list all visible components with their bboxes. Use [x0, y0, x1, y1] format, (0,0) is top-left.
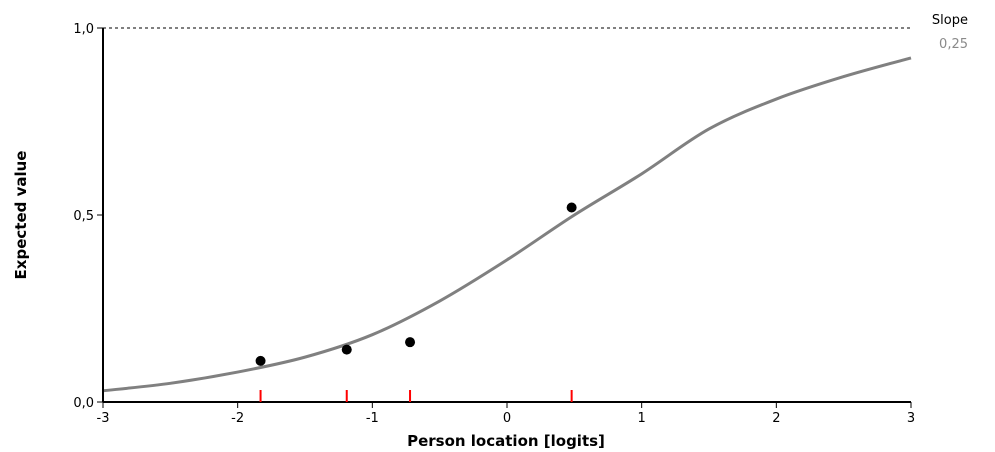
x-tick-label: 1 — [638, 411, 646, 426]
legend-value: 0,25 — [939, 37, 968, 52]
x-tick-label: 3 — [907, 411, 915, 426]
x-tick-label: 0 — [503, 411, 511, 426]
observed-points — [255, 202, 577, 366]
x-tick-label: -2 — [231, 411, 244, 426]
legend-title: Slope — [932, 13, 968, 28]
observed-point — [566, 202, 577, 213]
y-tick-label: 0,5 — [73, 209, 94, 224]
observed-point — [341, 344, 352, 355]
y-tick-label: 1,0 — [73, 22, 94, 37]
x-tick-label: 2 — [772, 411, 780, 426]
axes — [102, 28, 911, 403]
x-axis-title: Person location [logits] — [407, 432, 605, 450]
observed-point — [405, 337, 416, 348]
class-markers — [259, 390, 573, 402]
observed-point — [255, 355, 266, 366]
curve-layer — [102, 56, 912, 393]
y-tick-label: 0,0 — [73, 396, 94, 411]
x-ticks: -3 -2 -1 0 1 2 3 — [97, 402, 915, 426]
y-axis-title: Expected value — [12, 151, 30, 280]
expected-value-curve — [102, 56, 912, 393]
y-ticks: 0,0 0,5 1,0 — [73, 22, 103, 411]
x-tick-label: -1 — [366, 411, 379, 426]
x-tick-label: -3 — [97, 411, 110, 426]
